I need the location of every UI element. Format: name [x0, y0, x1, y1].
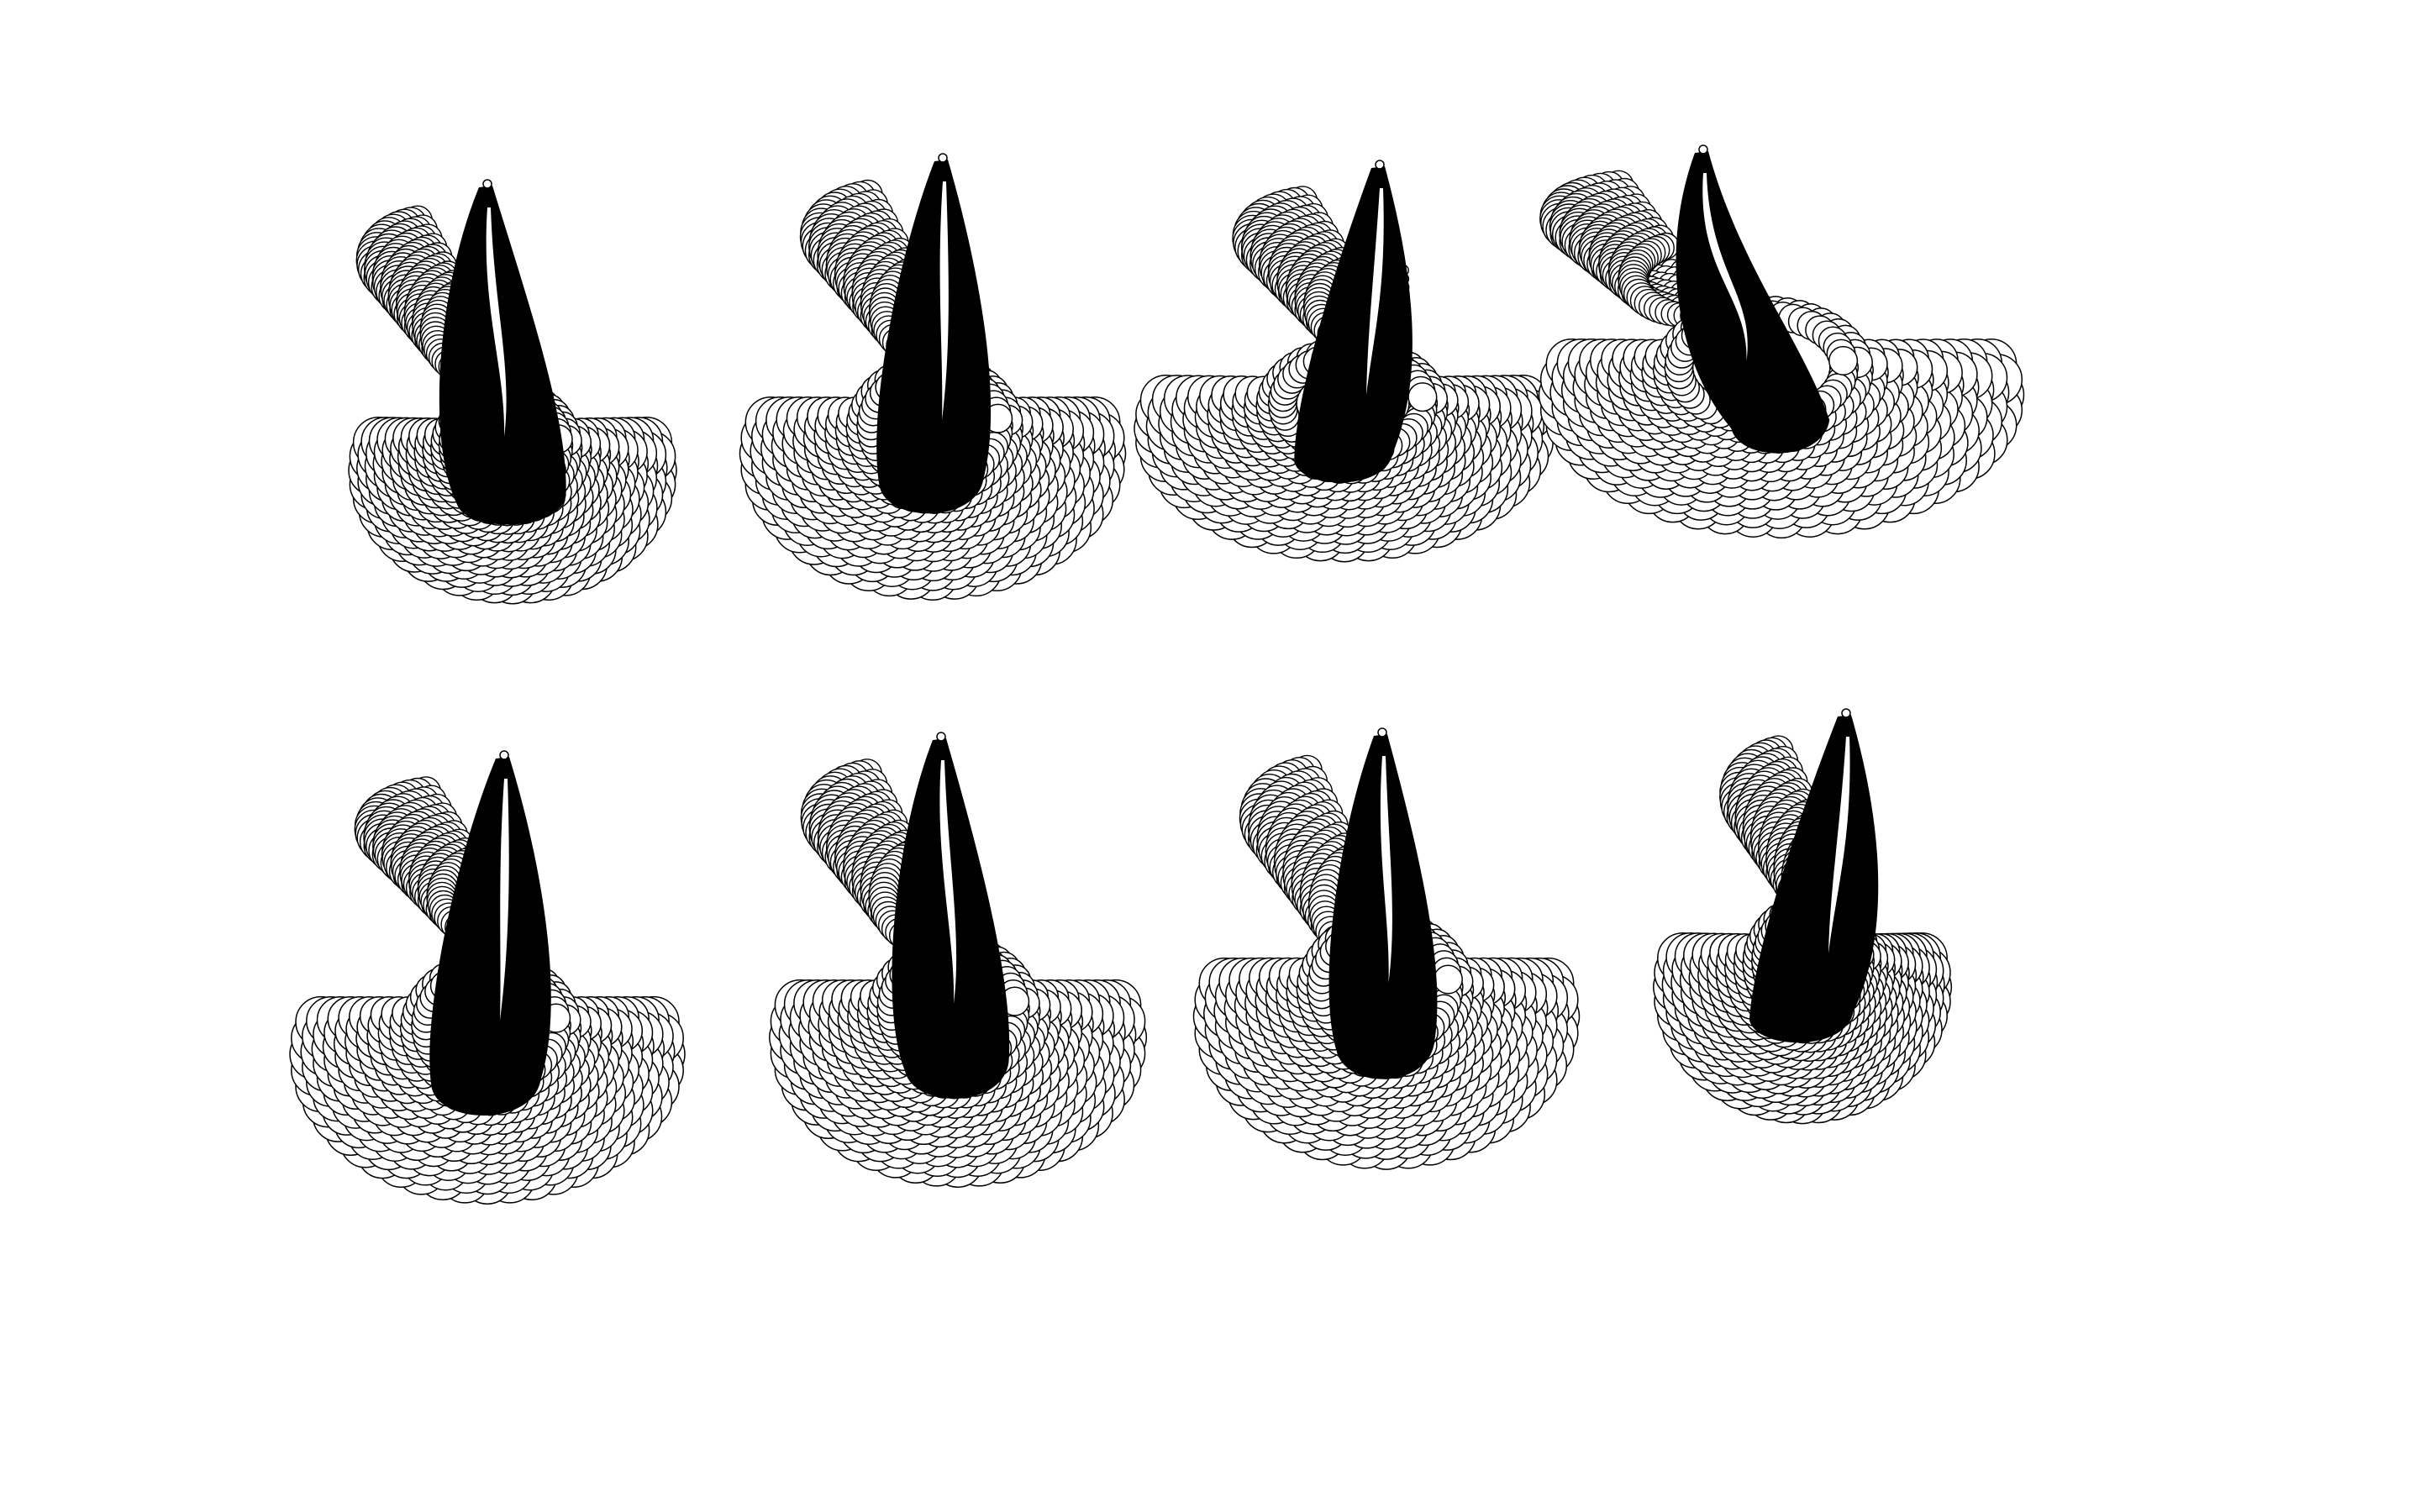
figure-5-inner-slit	[500, 779, 509, 1021]
figure-1-lower-bowl	[348, 377, 677, 605]
figure-3	[1134, 160, 1555, 563]
figure-2-inner-slit	[939, 181, 949, 420]
figure-1-tip-highlight	[482, 179, 492, 189]
figure-7-tip-highlight	[1377, 727, 1387, 738]
figure-1	[348, 179, 677, 605]
figure-8-tip-highlight	[1841, 708, 1851, 718]
figure-5-tip-highlight	[499, 750, 509, 760]
figure-3-inner-slit	[1366, 188, 1384, 395]
figure-8-inner-slit	[1828, 737, 1850, 953]
figure-2	[739, 153, 1127, 601]
figure-6	[769, 732, 1148, 1188]
figure-4-dark-core	[1676, 151, 1830, 454]
figure-5	[289, 750, 686, 1205]
figure-7-inner-slit	[1380, 756, 1392, 983]
figure-4-inner-slit	[1702, 173, 1748, 361]
figure-6-tip-highlight	[936, 732, 946, 742]
figure-2-tip-highlight	[938, 153, 948, 163]
figure-8	[1653, 708, 1953, 1125]
figure-4	[1538, 144, 2025, 539]
figure-7	[1192, 727, 1581, 1170]
figure-6-inner-slit	[939, 760, 957, 1004]
figure-1-inner-slit	[486, 207, 507, 437]
figure-2-dark-core	[876, 160, 992, 514]
figure-4-tip-highlight	[1698, 144, 1708, 155]
figure-5-dark-core	[429, 757, 551, 1116]
figure-grid	[289, 144, 2025, 1205]
figure-3-tip-highlight	[1375, 160, 1385, 170]
figure-7-dark-core	[1328, 734, 1438, 1079]
figure-5-lower-bowl	[289, 950, 686, 1205]
